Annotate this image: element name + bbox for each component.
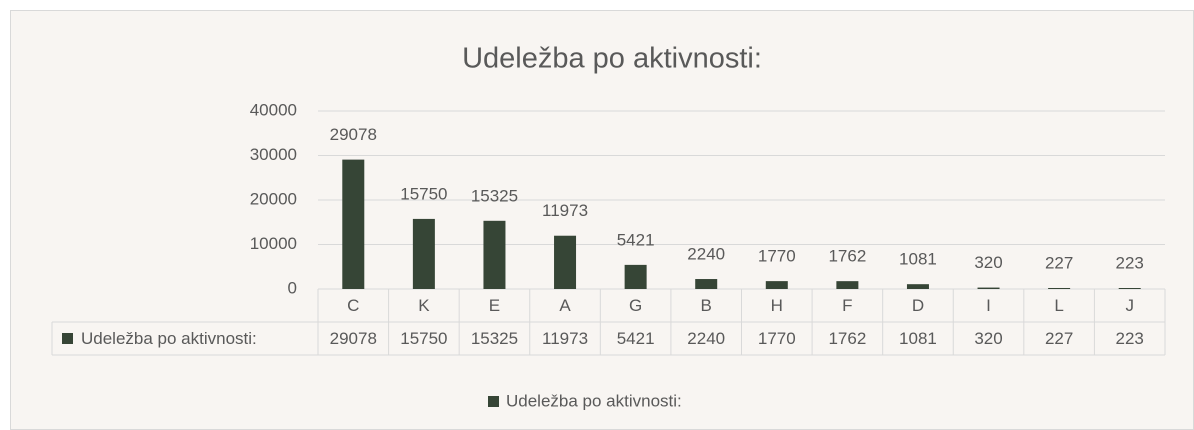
- data-label: 1762: [828, 247, 866, 266]
- x-tick-label: I: [986, 296, 991, 315]
- data-label: 227: [1045, 253, 1073, 272]
- table-value: 227: [1045, 329, 1073, 348]
- x-tick-label: K: [418, 296, 430, 315]
- bar: [906, 284, 929, 289]
- bar: [1118, 288, 1141, 289]
- table-value: 320: [974, 329, 1002, 348]
- x-tick-label: B: [701, 296, 712, 315]
- y-tick-label: 40000: [250, 100, 297, 119]
- chart-background: [10, 10, 1194, 430]
- legend-label: Udeležba po aktivnosti:: [506, 391, 682, 410]
- y-tick-label: 20000: [250, 189, 297, 208]
- data-label: 11973: [542, 201, 588, 220]
- bar: [342, 159, 365, 289]
- table-value: 2240: [687, 329, 725, 348]
- bar: [483, 220, 506, 289]
- y-tick-label: 0: [288, 278, 297, 297]
- data-label: 320: [974, 253, 1002, 272]
- data-label: 15750: [400, 184, 447, 203]
- data-label: 1081: [899, 250, 937, 269]
- x-tick-label: A: [559, 296, 571, 315]
- x-tick-label: J: [1125, 296, 1134, 315]
- bar: [1048, 287, 1071, 289]
- y-tick-label: 30000: [250, 145, 297, 164]
- table-value: 1081: [899, 329, 937, 348]
- data-label: 15325: [471, 186, 518, 205]
- table-row-label: Udeležba po aktivnosti:: [81, 329, 257, 348]
- x-tick-label: D: [912, 296, 924, 315]
- table-value: 11973: [542, 329, 588, 348]
- table-value: 15750: [400, 329, 447, 348]
- table-value: 15325: [471, 329, 518, 348]
- data-label: 5421: [617, 230, 655, 249]
- data-label: 29078: [330, 125, 377, 144]
- bar: [624, 264, 647, 289]
- x-tick-label: E: [489, 296, 500, 315]
- table-value: 5421: [617, 329, 655, 348]
- bar: [977, 287, 1000, 289]
- bar: [836, 281, 859, 289]
- x-tick-label: F: [842, 296, 852, 315]
- y-tick-label: 10000: [250, 234, 297, 253]
- legend-key: [488, 396, 499, 407]
- table-value: 1762: [828, 329, 866, 348]
- data-label: 1770: [758, 247, 796, 266]
- x-tick-label: G: [629, 296, 642, 315]
- bar: [695, 279, 718, 289]
- x-tick-label: C: [347, 296, 359, 315]
- x-tick-label: L: [1054, 296, 1063, 315]
- table-value: 29078: [330, 329, 377, 348]
- data-label: 223: [1116, 253, 1144, 272]
- bar: [412, 218, 435, 289]
- legend-key: [62, 333, 73, 344]
- x-tick-label: H: [771, 296, 783, 315]
- table-value: 223: [1116, 329, 1144, 348]
- chart-title: Udeležba po aktivnosti:: [462, 43, 762, 75]
- data-label: 2240: [687, 245, 725, 264]
- table-value: 1770: [758, 329, 796, 348]
- bar: [554, 235, 577, 289]
- bar: [765, 281, 788, 289]
